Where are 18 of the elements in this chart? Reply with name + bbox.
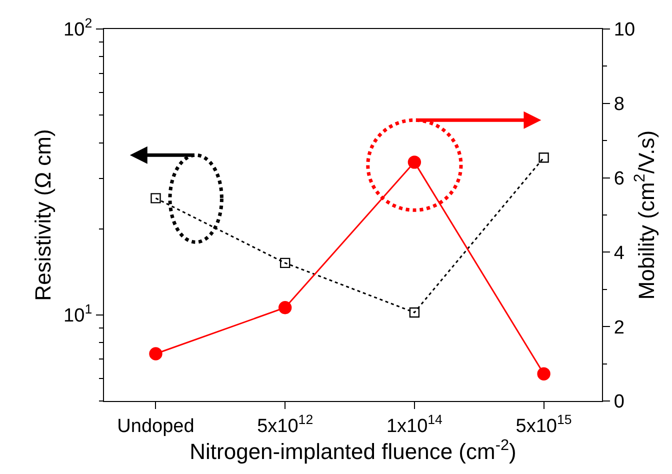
point <box>538 152 549 163</box>
point <box>409 307 420 318</box>
y2-tick-label: 8 <box>614 94 624 116</box>
point <box>150 193 161 204</box>
x-axis-title: Nitrogen-implanted fluence (cm$^{-2}$) <box>190 436 516 464</box>
x-tick-label: 1x10$^{14}$ <box>386 412 442 437</box>
point <box>280 258 290 268</box>
x-tick-label: 5x10$^{12}$ <box>257 412 314 437</box>
y2-tick-label: 10 <box>614 20 636 41</box>
y-tick-label: 10$^{2}$ <box>64 16 92 41</box>
x-tick-label: Undoped <box>117 416 194 437</box>
y2-tick-label: 2 <box>614 317 624 338</box>
y2-tick-label: 6 <box>614 168 624 190</box>
y2-tick-label: 0 <box>614 392 624 413</box>
y-axis-title: Resistivity (Ω cm) <box>30 129 56 301</box>
x-tick-label: 5x10$^{15}$ <box>516 412 572 437</box>
y2-tick-label: 4 <box>614 242 625 264</box>
y-tick-label: 10$^{1}$ <box>64 302 92 327</box>
